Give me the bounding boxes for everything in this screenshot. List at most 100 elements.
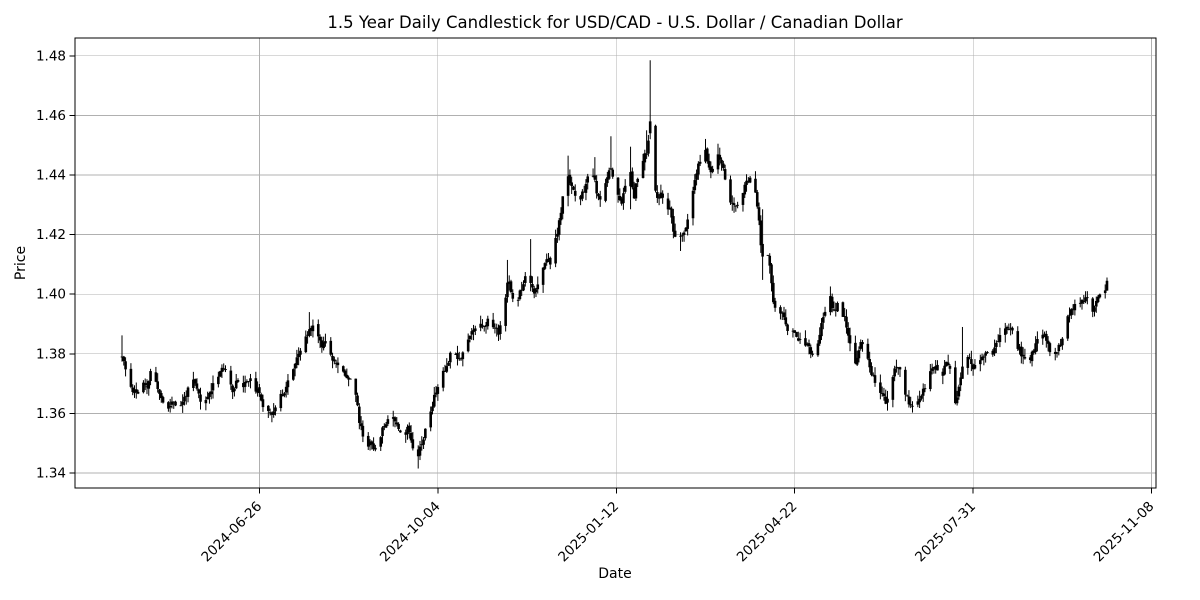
candle-body bbox=[659, 192, 663, 199]
candle-body bbox=[174, 401, 177, 406]
candle-body bbox=[716, 154, 720, 170]
candle-body bbox=[736, 204, 739, 206]
candle-body bbox=[661, 193, 664, 198]
candle-body bbox=[320, 340, 324, 348]
plot-border bbox=[74, 37, 1157, 489]
candle-body bbox=[682, 232, 686, 235]
candle-body bbox=[548, 257, 552, 265]
candle-body bbox=[672, 216, 675, 232]
candle-body bbox=[943, 365, 946, 375]
candle-body bbox=[618, 195, 622, 201]
candle-body bbox=[186, 387, 190, 397]
candle-body bbox=[581, 191, 584, 199]
candle-body bbox=[529, 275, 532, 283]
candle-body bbox=[259, 394, 263, 401]
y-tick-label: 1.34 bbox=[36, 466, 66, 482]
candle-body bbox=[486, 318, 490, 327]
candle-body bbox=[745, 180, 748, 185]
candle-body bbox=[354, 378, 358, 395]
candle-body bbox=[507, 281, 511, 285]
candle-body bbox=[968, 357, 971, 359]
candle-body bbox=[523, 276, 527, 283]
candle-body bbox=[422, 439, 425, 445]
candle-body bbox=[406, 426, 409, 435]
candle-body bbox=[281, 394, 284, 397]
candle-body bbox=[441, 370, 445, 388]
candle-body bbox=[945, 361, 948, 367]
y-axis-label: Price bbox=[13, 245, 29, 281]
candle-body bbox=[930, 368, 934, 371]
candle-body bbox=[857, 350, 861, 359]
candle-body bbox=[786, 324, 789, 331]
candle-body bbox=[247, 381, 250, 383]
candle-body bbox=[158, 389, 161, 394]
candle-body bbox=[249, 378, 252, 382]
candle-body bbox=[1080, 300, 1084, 304]
candle-body bbox=[954, 367, 957, 404]
candle-body bbox=[261, 399, 265, 408]
candle-body bbox=[941, 371, 945, 376]
candle-body bbox=[622, 193, 625, 204]
candle-body bbox=[1071, 308, 1075, 310]
candle-body bbox=[129, 368, 133, 387]
candle-body bbox=[131, 387, 135, 393]
candle-body bbox=[1041, 334, 1045, 339]
candle-body bbox=[978, 360, 982, 365]
candle-body bbox=[816, 343, 820, 356]
candle-body bbox=[845, 316, 848, 328]
candle-body bbox=[830, 296, 834, 309]
candle-body bbox=[729, 179, 732, 203]
candle-body bbox=[796, 338, 800, 341]
candle-body bbox=[170, 401, 174, 405]
candle-body bbox=[768, 255, 772, 266]
candle-body bbox=[798, 338, 802, 340]
candle-body bbox=[197, 389, 201, 394]
candle-body bbox=[711, 168, 714, 172]
candle-body bbox=[211, 383, 215, 391]
candle-body bbox=[871, 374, 875, 376]
candle-body bbox=[823, 311, 827, 316]
candle-body bbox=[304, 336, 308, 353]
candle-body bbox=[971, 364, 975, 370]
candle-body bbox=[431, 406, 434, 412]
candle-body bbox=[311, 325, 315, 332]
candle-body bbox=[449, 352, 452, 363]
candle-body bbox=[566, 176, 570, 196]
candle-body bbox=[998, 335, 1002, 343]
candle-body bbox=[666, 198, 670, 210]
candle-body bbox=[361, 425, 365, 437]
candle-body bbox=[482, 326, 486, 327]
candle-body bbox=[1043, 333, 1046, 335]
candle-body bbox=[284, 386, 288, 393]
candle-body bbox=[561, 196, 565, 214]
candle-body bbox=[809, 347, 813, 354]
candle-body bbox=[973, 365, 977, 369]
candle-body bbox=[693, 180, 697, 191]
candle-body bbox=[532, 288, 536, 294]
candle-body bbox=[743, 184, 747, 195]
candle-body bbox=[295, 357, 299, 365]
y-tick-label: 1.40 bbox=[36, 287, 66, 303]
candle-body bbox=[891, 377, 895, 400]
candle-body bbox=[374, 447, 377, 450]
candle-body bbox=[946, 362, 950, 366]
candle-body bbox=[316, 324, 320, 337]
candle-body bbox=[732, 203, 736, 205]
candle-body bbox=[616, 177, 620, 195]
candle-body bbox=[820, 323, 823, 337]
candle-body bbox=[579, 196, 582, 200]
candle-body bbox=[154, 372, 158, 382]
candle-body bbox=[534, 289, 538, 293]
candle-body bbox=[472, 329, 475, 333]
candle-body bbox=[495, 327, 499, 329]
candle-body bbox=[145, 386, 149, 388]
candle-body bbox=[634, 183, 638, 199]
candle-body bbox=[843, 316, 846, 318]
candle-body bbox=[607, 170, 611, 179]
candle-body bbox=[409, 432, 413, 441]
candle-body bbox=[554, 237, 557, 264]
candle-body bbox=[829, 296, 832, 313]
candle-body bbox=[1023, 357, 1027, 359]
